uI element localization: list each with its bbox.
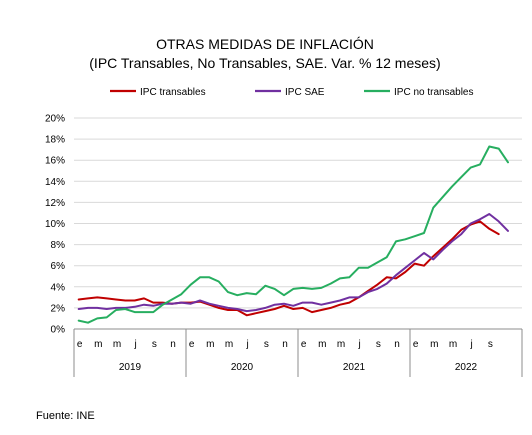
y-tick-label: 16% <box>45 156 65 167</box>
year-label: 2022 <box>455 362 478 373</box>
x-tick-label: j <box>358 339 361 350</box>
series-lines <box>77 145 509 324</box>
x-tick-label: n <box>282 339 288 350</box>
x-tick-label: m <box>113 339 121 350</box>
y-tick-label: 0% <box>51 325 66 336</box>
gridlines <box>74 117 522 330</box>
y-tick-label: 20% <box>45 114 65 125</box>
year-label: 2021 <box>343 362 366 373</box>
x-tick-label: n <box>170 339 176 350</box>
x-tick-label: s <box>488 339 493 350</box>
y-tick-label: 14% <box>45 177 65 188</box>
series-line-ipc-transables <box>77 220 500 317</box>
y-tick-label: 10% <box>45 219 65 230</box>
x-tick-label: s <box>264 339 269 350</box>
x-tick-label: m <box>318 339 326 350</box>
y-tick-label: 8% <box>51 240 66 251</box>
x-tick-label: m <box>94 339 102 350</box>
legend-label-ipc-sae: IPC SAE <box>285 87 325 98</box>
x-tick-label: j <box>470 339 473 350</box>
series-line-ipc-sae <box>77 213 509 313</box>
legend-label-ipc-transables: IPC transables <box>140 87 206 98</box>
year-label: 2020 <box>231 362 254 373</box>
chart-subtitle: (IPC Transables, No Transables, SAE. Var… <box>89 55 440 71</box>
y-tick-label: 4% <box>51 282 66 293</box>
x-tick-label: m <box>206 339 214 350</box>
chart-title: OTRAS MEDIDAS DE INFLACIÓN <box>156 36 374 52</box>
x-tick-label: n <box>394 339 400 350</box>
y-axis-tick-labels: 0% 2% 4% 6% 8% 10% 12% 14% 16% 18% 20% <box>45 114 65 336</box>
legend: IPC transables IPC SAE IPC no transables <box>110 87 474 98</box>
x-tick-label: j <box>246 339 249 350</box>
x-tick-label: m <box>430 339 438 350</box>
y-tick-label: 2% <box>51 303 66 314</box>
x-tick-label: j <box>134 339 137 350</box>
year-label: 2019 <box>119 362 142 373</box>
y-tick-label: 6% <box>51 261 66 272</box>
x-tick-label: m <box>225 339 233 350</box>
x-tick-label: s <box>376 339 381 350</box>
legend-label-ipc-no-transables: IPC no transables <box>394 87 474 98</box>
source-note: Fuente: INE <box>36 410 95 422</box>
x-tick-label: m <box>449 339 457 350</box>
x-tick-label: e <box>77 339 83 350</box>
series-line-ipc-no-transables <box>77 145 509 324</box>
x-tick-label: e <box>413 339 419 350</box>
y-tick-label: 12% <box>45 198 65 209</box>
x-tick-label: e <box>301 339 307 350</box>
y-tick-label: 18% <box>45 135 65 146</box>
x-tick-label: e <box>189 339 195 350</box>
x-tick-label: m <box>337 339 345 350</box>
x-tick-label: s <box>152 339 157 350</box>
